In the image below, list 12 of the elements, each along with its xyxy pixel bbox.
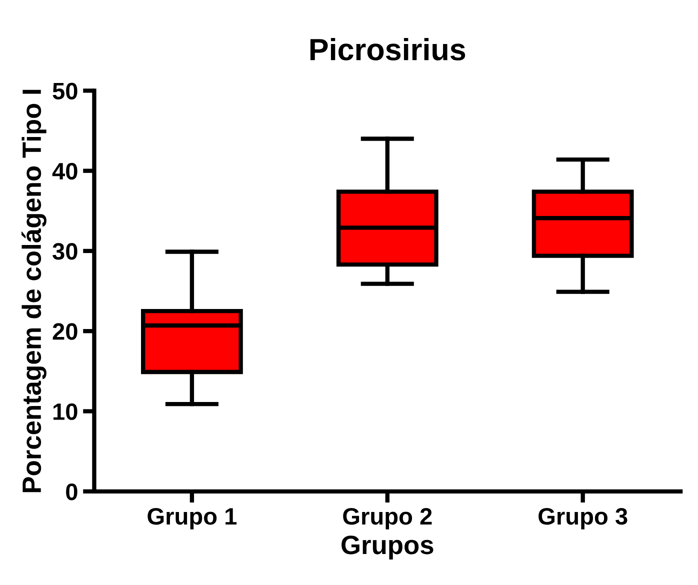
chart-title: Picrosirius: [310, 38, 466, 60]
y-axis-title: Porcentagem de colágeno Tipo I: [21, 90, 46, 492]
y-tick-label: 30: [52, 243, 78, 260]
x-tick-label: Grupo 1: [148, 508, 237, 530]
x-tick-label: Grupo 2: [343, 508, 432, 530]
x-tick-label: Grupo 3: [538, 508, 628, 530]
y-tick-label: 10: [53, 403, 78, 420]
y-tick-label: 40: [52, 162, 78, 180]
y-tick-label: 50: [52, 82, 78, 100]
y-tick-label: 20: [52, 323, 78, 340]
x-axis-title: Grupos: [342, 536, 434, 560]
y-tick-label: 0: [66, 483, 78, 500]
